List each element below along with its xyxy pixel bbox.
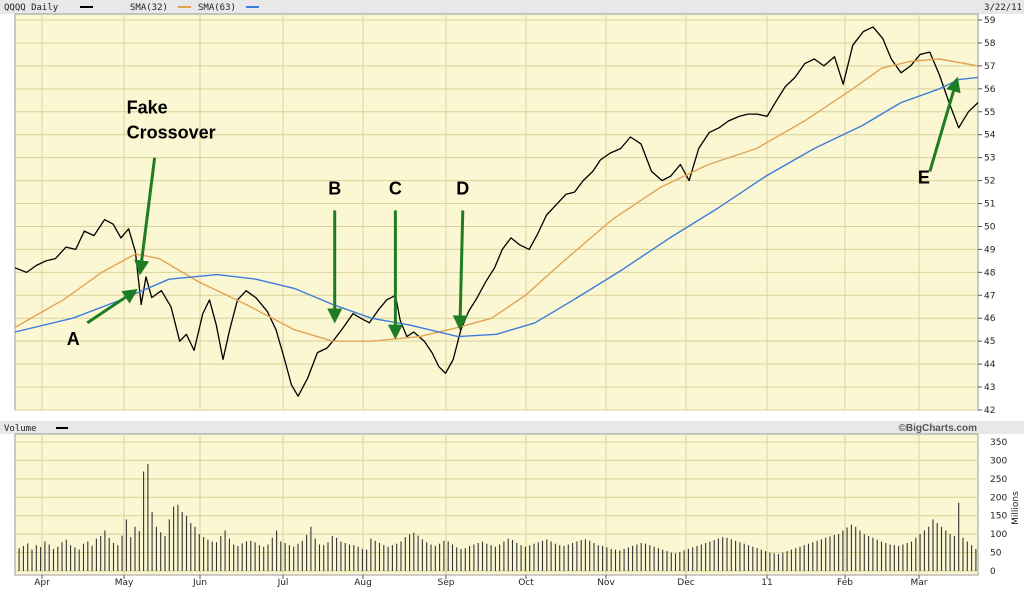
volume-title: Volume xyxy=(4,424,37,434)
volume-bars xyxy=(18,464,977,571)
annotation-arrow-e xyxy=(928,76,961,172)
price-tick-label: 50 xyxy=(984,222,996,232)
sma63-line xyxy=(14,76,979,338)
legend-label-sma32: SMA(32) xyxy=(130,3,168,13)
price-tick-label: 44 xyxy=(984,360,996,370)
price-tick-label: 48 xyxy=(984,268,996,278)
volume-axis-label: Millions xyxy=(1011,491,1021,525)
month-label: Nov xyxy=(597,578,615,588)
month-label: Oct xyxy=(518,578,534,588)
price-tick-label: 45 xyxy=(984,337,995,347)
price-tick-label: 47 xyxy=(984,291,995,301)
price-tick-label: 52 xyxy=(984,177,995,187)
volume-panel xyxy=(14,433,979,576)
month-label: Mar xyxy=(911,578,928,588)
annotation-label-b: B xyxy=(328,178,341,198)
volume-tick-label: 0 xyxy=(990,567,996,577)
month-label: Sep xyxy=(438,578,455,588)
annotation-arrow-fake xyxy=(134,157,157,276)
axes: 42 43 44 45 46 47 48 49 50 51 52 53 54 55 56 57 58 59 Apr M… xyxy=(34,16,1021,588)
price-tick-label: 56 xyxy=(984,85,996,95)
volume-tick-label: 100 xyxy=(990,530,1007,540)
annotation-label-e: E xyxy=(918,167,930,187)
chart-date: 3/22/11 xyxy=(984,3,1022,13)
price-tick-label: 59 xyxy=(984,16,996,26)
price-tick-label: 49 xyxy=(984,245,996,255)
volume-legend: Volume ©BigCharts.com xyxy=(4,423,977,434)
month-label: Feb xyxy=(837,578,853,588)
month-label: Aug xyxy=(354,578,372,588)
price-panel xyxy=(14,13,979,411)
sma32-line xyxy=(14,58,979,342)
annotation-arrow-d xyxy=(452,210,468,331)
month-label: Jul xyxy=(277,578,289,588)
annotation-arrow-a xyxy=(86,289,138,325)
legend-label-price: QQQQ Daily xyxy=(4,3,59,13)
annotation-label-fake: Fake xyxy=(127,98,168,118)
price-tick-label: 57 xyxy=(984,62,995,72)
volume-tick-label: 350 xyxy=(990,438,1007,448)
legend: QQQQ Daily SMA(32) SMA(63) 3/22/11 xyxy=(4,3,1022,13)
price-tick-label: 43 xyxy=(984,383,995,393)
annotation-label-c: C xyxy=(389,178,402,198)
grid xyxy=(15,14,978,575)
volume-tick-label: 250 xyxy=(990,475,1007,485)
legend-label-sma63: SMA(63) xyxy=(198,3,236,13)
month-label: Dec xyxy=(677,578,694,588)
price-tick-label: 55 xyxy=(984,108,995,118)
annotation-label-crossover: Crossover xyxy=(127,123,216,143)
price-tick-label: 42 xyxy=(984,406,995,416)
price-tick-label: 53 xyxy=(984,154,995,164)
legend-bar xyxy=(0,0,1024,14)
volume-tick-label: 200 xyxy=(990,493,1007,503)
volume-tick-label: 300 xyxy=(990,456,1007,466)
price-tick-label: 51 xyxy=(984,200,995,210)
month-label: 11 xyxy=(761,578,772,588)
credit-label: ©BigCharts.com xyxy=(899,423,978,434)
annotation-label-d: D xyxy=(456,178,469,198)
price-tick-label: 58 xyxy=(984,39,996,49)
month-label: Apr xyxy=(34,578,50,588)
volume-tick-label: 50 xyxy=(990,549,1002,559)
volume-header-bar xyxy=(0,421,1024,434)
month-label: May xyxy=(115,578,134,588)
month-label: Jun xyxy=(192,578,207,588)
volume-tick-label: 150 xyxy=(990,512,1007,522)
annotations: Fake Crossover A B C D E xyxy=(67,76,961,349)
price-tick-label: 54 xyxy=(984,131,996,141)
price-tick-label: 46 xyxy=(984,314,996,324)
annotation-label-a: A xyxy=(67,329,80,349)
